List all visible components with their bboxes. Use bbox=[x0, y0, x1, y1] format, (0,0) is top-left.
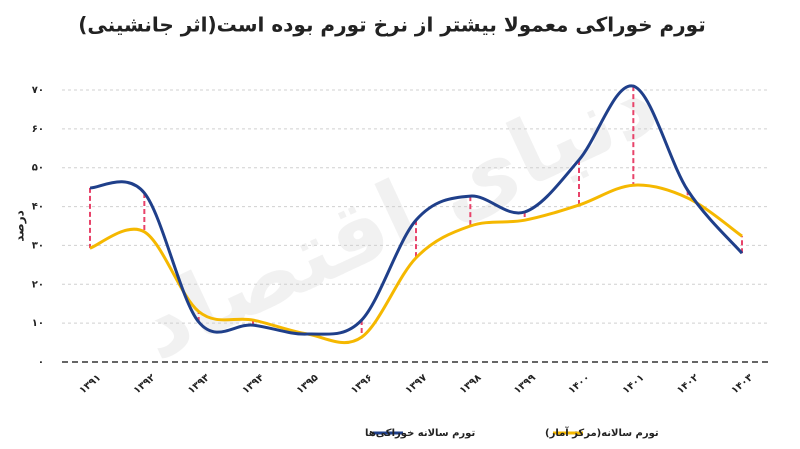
x-tick-label: ۱۳۹۲ bbox=[132, 372, 158, 396]
chart-title: تورم خوراکی معمولا بیشتر از نرخ تورم بود… bbox=[78, 13, 705, 37]
line-series bbox=[89, 84, 744, 336]
watermark: دنیای اقتصاد bbox=[122, 49, 673, 381]
x-tick-label: ۱۴۰۱ bbox=[621, 372, 647, 396]
x-tick-label: ۱۳۹۷ bbox=[403, 372, 429, 396]
x-tick-label: ۱۳۹۸ bbox=[458, 372, 484, 396]
legend-label: تورم سالانه(مرکز آمار) bbox=[545, 426, 659, 439]
y-tick-label: ۵۰ bbox=[32, 163, 44, 174]
legend-label: تورم سالانه خوراکی‌ها bbox=[365, 428, 475, 439]
y-tick-label: ۱۰ bbox=[32, 318, 44, 329]
y-tick-label: ۷۰ bbox=[32, 85, 44, 96]
x-tick-label: ۱۴۰۲ bbox=[675, 372, 701, 396]
y-tick-label: ۶۰ bbox=[32, 124, 44, 135]
x-tick-label: ۱۴۰۳ bbox=[729, 372, 755, 396]
y-tick-label: ۰ bbox=[38, 357, 44, 368]
x-tick-label: ۱۴۰۰ bbox=[566, 372, 592, 396]
x-tick-label: ۱۳۹۳ bbox=[186, 372, 212, 396]
y-axis-label: درصد bbox=[13, 210, 27, 242]
y-tick-label: ۲۰ bbox=[32, 279, 44, 290]
x-tick-label: ۱۳۹۴ bbox=[240, 372, 266, 396]
x-tick-label: ۱۳۹۹ bbox=[512, 372, 538, 396]
y-tick-label: ۴۰ bbox=[32, 202, 44, 213]
x-tick-label: ۱۳۹۱ bbox=[77, 372, 103, 396]
line-series bbox=[89, 183, 743, 344]
x-tick-label: ۱۳۹۶ bbox=[349, 372, 375, 396]
x-tick-label: ۱۳۹۵ bbox=[295, 372, 321, 396]
y-tick-label: ۳۰ bbox=[32, 240, 44, 251]
